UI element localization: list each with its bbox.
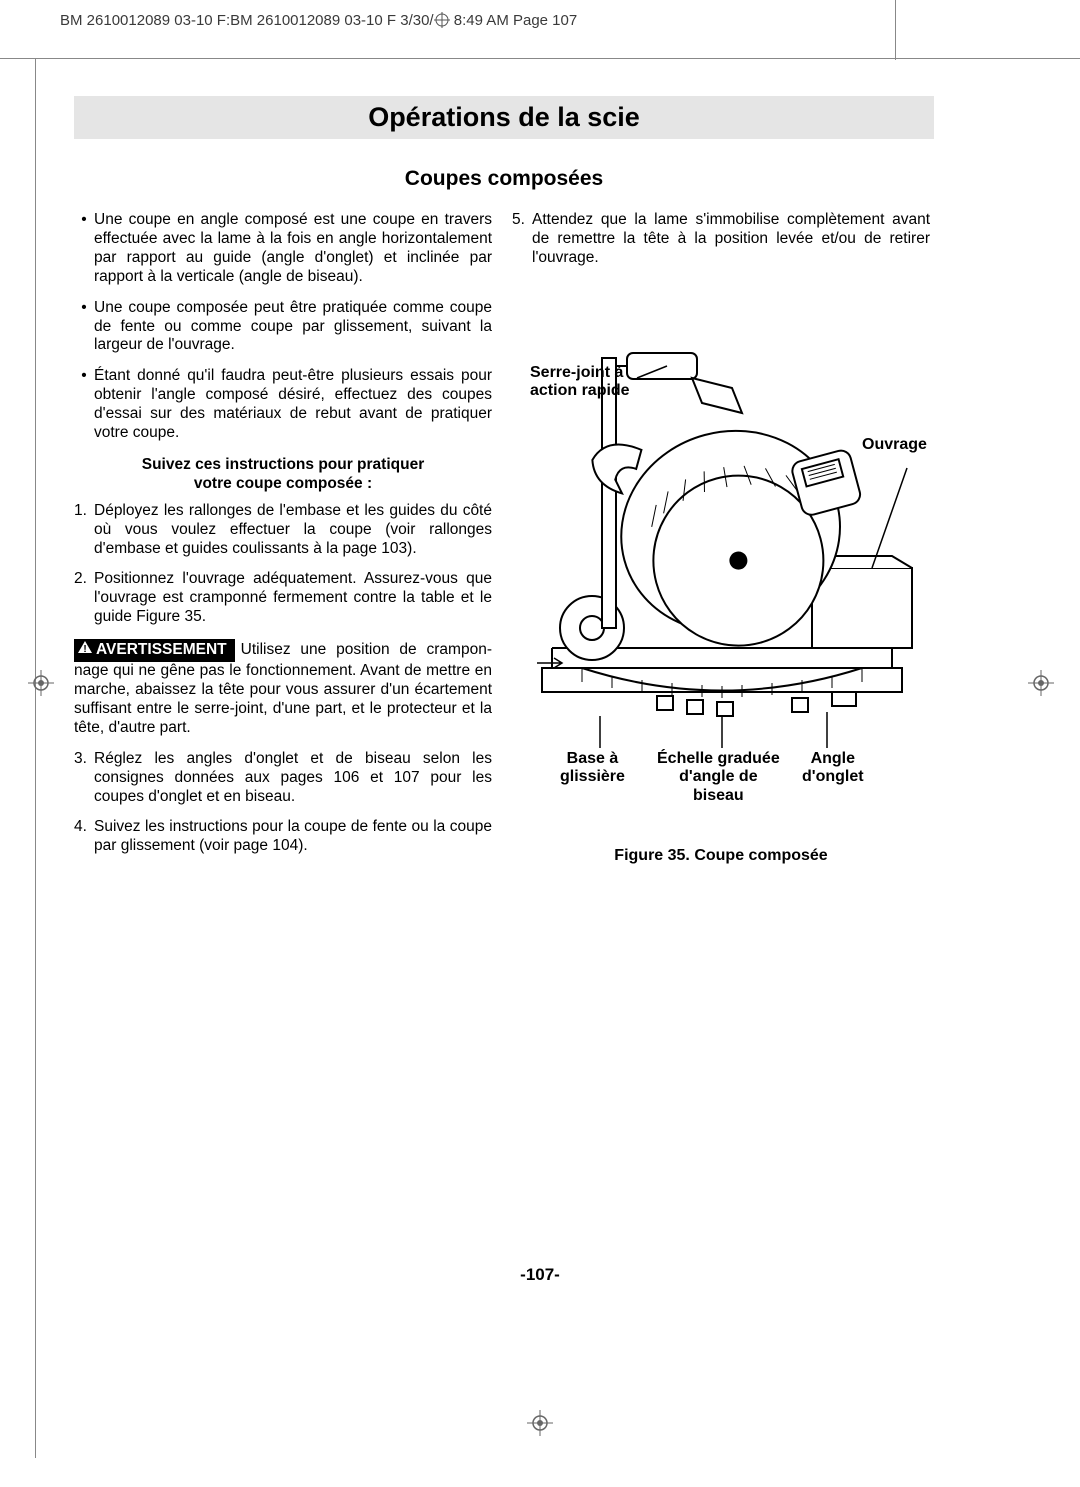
item-text: Attendez que la lame s'immobilise complè…: [532, 211, 930, 268]
reg-mark-icon: [527, 1410, 553, 1436]
section-title: Opérations de la scie: [74, 102, 934, 133]
numbered-item: 5. Attendez que la lame s'immobilise com…: [512, 211, 930, 268]
warning-paragraph: ! AVERTISSEMENT Utilisez une position de…: [74, 639, 492, 738]
reg-mark-icon: [28, 670, 54, 696]
numbered-item: 3. Réglez les angles d'onglet et de bise…: [74, 750, 492, 807]
numbered-item: 2. Positionnez l'ouvrage adéquatement. A…: [74, 570, 492, 627]
section-subtitle: Coupes composées: [74, 167, 934, 191]
item-number: 5.: [512, 211, 532, 268]
header-text-1: BM 2610012089 03-10 F:BM 2610012089 03-1…: [60, 12, 434, 29]
registration-mark-left: [28, 670, 54, 701]
warning-badge: ! AVERTISSEMENT: [74, 639, 235, 662]
bullet-item: • Étant donné qu'il faudra peut-être plu…: [74, 367, 492, 443]
instructions-heading: Suivez ces instructions pour pratiquer v…: [74, 455, 492, 494]
crop-mark-right: [895, 0, 896, 60]
bullet-item: • Une coupe en angle composé est une cou…: [74, 211, 492, 287]
bullet-item: • Une coupe composée peut être pratiquée…: [74, 299, 492, 356]
figure-label-scale: Échelle graduée d'angle de biseau: [657, 750, 780, 805]
crop-mark-top: [0, 58, 1080, 59]
page-content: Opérations de la scie Coupes composées •…: [74, 96, 934, 868]
header-text-2: 8:49 AM Page 107: [450, 12, 578, 29]
item-number: 1.: [74, 502, 94, 559]
bullet-dot: •: [74, 211, 94, 287]
bullet-text: Une coupe en angle composé est une coupe…: [94, 211, 492, 287]
figure-caption: Figure 35. Coupe composée: [512, 846, 930, 866]
reg-mark-icon: [434, 12, 450, 28]
bullet-text: Étant donné qu'il faudra peut-être plusi…: [94, 367, 492, 443]
item-text: Positionnez l'ouvrage adéquatement. Assu…: [94, 570, 492, 627]
registration-mark-bottom: [0, 1410, 1080, 1441]
numbered-item: 1. Déployez les rallonges de l'embase et…: [74, 502, 492, 559]
bullet-dot: •: [74, 299, 94, 356]
item-text: Suivez les instructions pour la coupe de…: [94, 818, 492, 856]
print-header: BM 2610012089 03-10 F:BM 2610012089 03-1…: [60, 12, 577, 29]
section-title-bar: Opérations de la scie: [74, 96, 934, 139]
numbered-item: 4. Suivez les instructions pour la coupe…: [74, 818, 492, 856]
column-right: 5. Attendez que la lame s'immobilise com…: [512, 211, 930, 868]
figure-label-angle: Angle d'onglet: [802, 750, 864, 787]
warning-label-text: AVERTISSEMENT: [96, 641, 227, 658]
page-number: -107-: [0, 1265, 1080, 1285]
item-text: Déployez les rallonges de l'embase et le…: [94, 502, 492, 559]
bullet-text: Une coupe composée peut être pratiquée c…: [94, 299, 492, 356]
reg-mark-icon: [1028, 670, 1054, 696]
crop-mark-left: [35, 58, 36, 1458]
item-number: 3.: [74, 750, 94, 807]
bullet-dot: •: [74, 367, 94, 443]
figure-label-work: Ouvrage: [862, 436, 927, 454]
item-text: Réglez les angles d'onglet et de biseau …: [94, 750, 492, 807]
item-number: 2.: [74, 570, 94, 627]
figure-area: Serre-joint à action rapide Ouvrage Base…: [512, 318, 930, 838]
registration-mark-right: [1028, 670, 1054, 701]
warning-triangle-icon: !: [78, 641, 92, 660]
item-number: 4.: [74, 818, 94, 856]
column-left: • Une coupe en angle composé est une cou…: [74, 211, 492, 868]
figure-label-base: Base à glissière: [560, 750, 625, 787]
svg-text:!: !: [83, 644, 86, 654]
two-column-layout: • Une coupe en angle composé est une cou…: [74, 211, 934, 868]
figure-label-clamp: Serre-joint à action rapide: [530, 364, 630, 401]
